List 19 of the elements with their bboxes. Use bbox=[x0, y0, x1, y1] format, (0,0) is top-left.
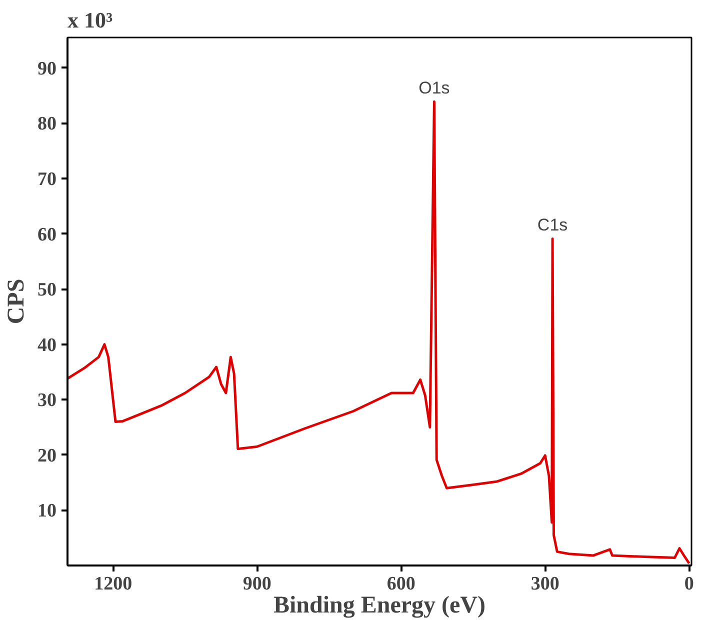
x-tick-label: 1200 bbox=[94, 574, 132, 594]
text: x 10³ bbox=[68, 8, 113, 32]
x-tick-label: 0 bbox=[684, 574, 694, 594]
x-tick-label: 600 bbox=[386, 574, 416, 594]
y-axis-title: CPS bbox=[4, 278, 30, 324]
y-tick-label: 70 bbox=[38, 168, 56, 190]
y-tick-label: 40 bbox=[38, 334, 56, 356]
annotation: C1s bbox=[537, 216, 568, 235]
y-tick-label: 50 bbox=[38, 280, 56, 301]
y-tick-label: 10 bbox=[38, 500, 56, 522]
y-tick-label: 80 bbox=[38, 114, 56, 135]
x-tick-label: 900 bbox=[242, 574, 272, 594]
annotation: O1s bbox=[418, 78, 450, 98]
y-tick-label: 30 bbox=[38, 390, 56, 412]
y-tick-label: 60 bbox=[38, 224, 56, 246]
y-tick-label: 90 bbox=[38, 58, 56, 80]
y-tick-label: 20 bbox=[38, 445, 56, 466]
x-tick-label: 300 bbox=[530, 574, 560, 594]
x-axis-title: Binding Energy (eV) bbox=[273, 592, 486, 618]
